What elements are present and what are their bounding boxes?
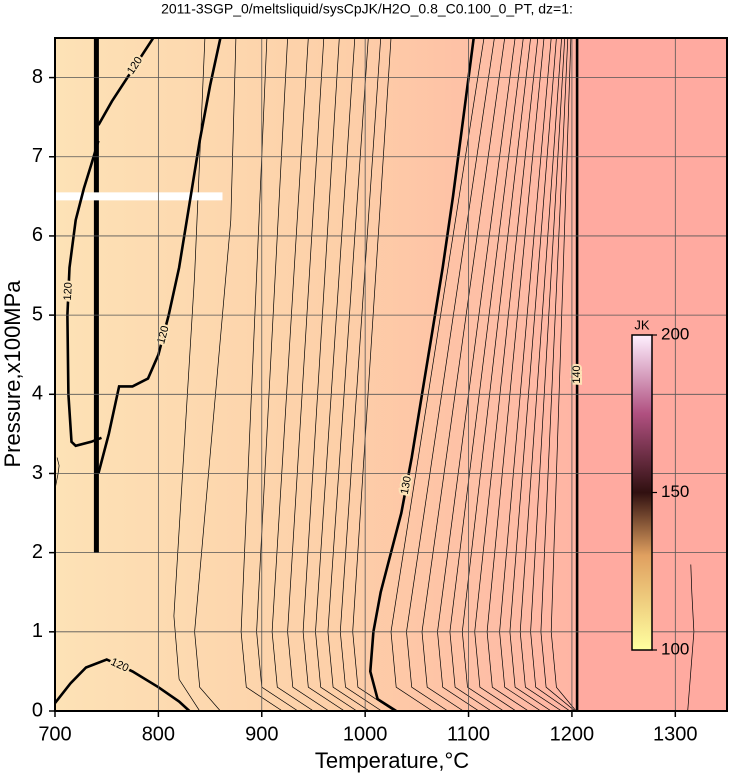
y-tick-label: 5	[32, 303, 43, 325]
thin-contour	[486, 38, 545, 711]
thin-contour	[55, 457, 60, 490]
thin-contour	[352, 38, 395, 711]
thin-contour	[530, 38, 571, 711]
x-tick-label: 1000	[343, 723, 388, 745]
thin-contour	[315, 38, 358, 711]
y-tick-label: 0	[32, 699, 43, 721]
thin-contour	[302, 38, 345, 711]
thin-contour	[499, 38, 552, 711]
thin-contour	[461, 38, 531, 711]
thin-contour	[519, 38, 562, 711]
x-tick-label: 1300	[653, 723, 698, 745]
thin-contour	[421, 38, 506, 711]
contour-line	[368, 38, 475, 711]
thin-contour	[327, 38, 370, 711]
data-gap	[55, 192, 223, 201]
thin-contour	[271, 38, 314, 711]
colorbar-tick-label: 200	[661, 324, 689, 343]
x-tick-label: 900	[245, 723, 278, 745]
contour-label: 120	[62, 282, 75, 301]
plot-frame	[54, 37, 728, 712]
background	[579, 38, 727, 711]
y-tick-label: 7	[32, 145, 43, 167]
thin-contour	[287, 38, 330, 711]
thin-contour	[339, 38, 382, 711]
x-tick-label: 1100	[447, 723, 490, 745]
thin-contour	[474, 38, 539, 711]
x-tick-label: 1200	[550, 723, 595, 745]
y-tick-label: 4	[32, 383, 43, 405]
thin-contour	[256, 38, 299, 711]
x-tick-label: 800	[142, 723, 175, 745]
colorbar-tick-label: 100	[661, 639, 689, 658]
y-axis-label: Pressure,x100MPa	[0, 280, 25, 468]
colorbar-tick-label: 150	[661, 482, 689, 501]
y-tick-label: 2	[32, 541, 43, 563]
contour-line	[55, 658, 191, 711]
contour-label: 140	[571, 365, 583, 383]
thin-contour	[437, 38, 516, 711]
thin-contour	[390, 38, 485, 711]
chart-title: 2011-3SGP_0/meltsliquid/sysCpJK/H2O_0.8_…	[161, 1, 573, 17]
colorbar-label: JK	[634, 317, 650, 332]
y-tick-label: 3	[32, 462, 43, 484]
thin-contour	[550, 38, 577, 711]
contour-label: 130	[399, 475, 414, 495]
thin-contour	[406, 38, 495, 711]
x-tick-label: 700	[38, 723, 71, 745]
colorbar	[631, 334, 653, 651]
thin-contour	[509, 38, 557, 711]
thin-contour	[240, 38, 283, 711]
thin-contour	[540, 38, 576, 711]
y-tick-label: 8	[32, 66, 43, 88]
y-tick-label: 6	[32, 224, 43, 246]
thin-contour	[449, 38, 524, 711]
y-tick-label: 1	[32, 620, 43, 642]
x-axis-label: Temperature,°C	[315, 748, 469, 773]
